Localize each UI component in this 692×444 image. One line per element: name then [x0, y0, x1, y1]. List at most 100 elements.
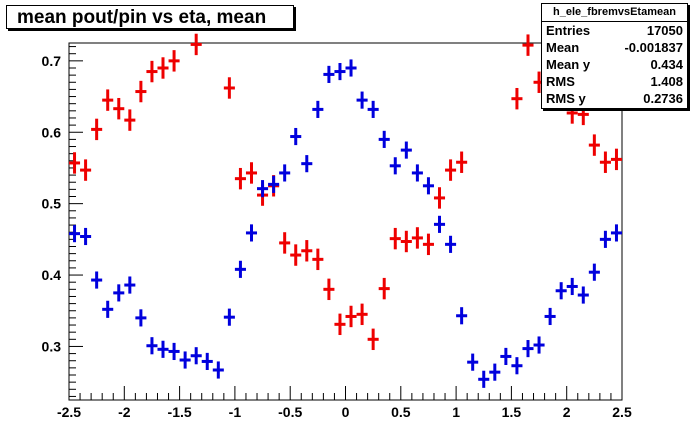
data-point	[389, 227, 401, 250]
data-point	[577, 286, 589, 304]
data-point	[533, 336, 545, 354]
x-tick-label: 0.5	[391, 404, 411, 420]
data-point	[290, 244, 302, 266]
data-point	[334, 62, 346, 81]
data-point	[599, 230, 611, 248]
data-point	[223, 77, 235, 99]
data-point	[301, 155, 313, 173]
data-point	[190, 347, 202, 365]
data-point	[312, 248, 324, 271]
x-tick-label: -1	[229, 404, 242, 420]
data-point	[588, 263, 600, 281]
data-point	[157, 57, 169, 79]
x-tick-label: 2	[563, 404, 571, 420]
data-point	[433, 215, 446, 233]
data-point	[168, 342, 180, 361]
data-point	[433, 187, 446, 209]
data-point	[91, 118, 103, 141]
data-point	[411, 164, 423, 182]
data-point	[588, 134, 600, 156]
stats-value: 0.434	[650, 57, 683, 72]
y-tick-label: 0.4	[42, 267, 62, 283]
x-tick-label: 1	[452, 404, 460, 420]
data-point	[290, 127, 302, 146]
chart-title: mean pout/pin vs eta, mean	[6, 5, 294, 29]
data-point	[201, 352, 213, 371]
data-point	[279, 232, 291, 254]
data-point	[411, 227, 423, 249]
data-point	[389, 157, 401, 175]
data-point	[323, 65, 335, 83]
data-point	[367, 100, 379, 118]
data-point	[400, 230, 412, 253]
x-tick-label: -2	[118, 404, 131, 420]
stats-row-rms: RMS 1.408	[542, 73, 687, 90]
stats-row-entries: Entries 17050	[542, 22, 687, 39]
stats-label: Entries	[546, 23, 591, 38]
x-tick-label: -1.5	[168, 404, 192, 420]
data-point	[367, 328, 379, 351]
data-point	[179, 351, 191, 369]
data-point	[599, 151, 611, 173]
data-point	[135, 309, 147, 327]
data-point	[422, 177, 434, 195]
stats-row-mean-y: Mean y 0.434	[542, 56, 687, 73]
data-point	[400, 141, 412, 159]
data-point	[301, 240, 313, 262]
data-point	[478, 370, 490, 388]
data-point	[190, 33, 202, 56]
stats-value: 0.2736	[643, 91, 683, 106]
plot-frame	[68, 42, 623, 401]
data-point	[223, 308, 235, 326]
data-point	[511, 357, 523, 375]
data-point	[555, 282, 567, 300]
data-point	[522, 34, 534, 56]
data-point	[610, 224, 622, 242]
data-point	[334, 313, 346, 336]
data-point	[356, 91, 368, 109]
data-point	[113, 97, 125, 120]
data-point	[102, 300, 114, 318]
data-point	[102, 89, 114, 111]
data-series	[69, 59, 622, 388]
stats-row-rms-y: RMS y 0.2736	[542, 90, 687, 107]
series-layer	[69, 33, 622, 388]
data-point	[234, 260, 246, 278]
data-point	[489, 363, 501, 381]
data-point	[257, 180, 269, 198]
data-point	[146, 337, 158, 355]
data-point	[124, 109, 136, 131]
data-point	[80, 227, 92, 246]
stats-value: 17050	[646, 23, 683, 38]
data-point	[323, 278, 335, 301]
data-point	[445, 235, 457, 253]
data-point	[445, 159, 457, 181]
stats-box: h_ele_fbremvsEtamean Entries 17050 Mean …	[541, 3, 688, 109]
x-tick-label: -0.5	[278, 404, 302, 420]
data-point	[69, 225, 81, 243]
y-tick-label: 0.7	[42, 53, 62, 69]
data-point	[467, 353, 479, 371]
data-point	[566, 277, 578, 296]
data-point	[456, 307, 468, 325]
y-tick-label: 0.5	[42, 196, 62, 212]
stats-label: Mean y	[546, 57, 591, 72]
stats-value: 1.408	[650, 74, 683, 89]
data-point	[345, 305, 357, 328]
data-point	[610, 148, 622, 171]
data-point	[312, 100, 324, 118]
data-point	[422, 233, 434, 256]
data-point	[378, 130, 390, 148]
stats-histogram-name: h_ele_fbremvsEtamean	[542, 4, 687, 22]
data-series	[69, 33, 622, 351]
data-point	[356, 303, 368, 326]
stats-label: RMS y	[546, 91, 586, 106]
data-point	[511, 87, 523, 110]
data-point	[245, 162, 258, 184]
data-point	[80, 159, 92, 181]
x-tick-label: 2.5	[612, 404, 632, 420]
data-point	[135, 80, 147, 103]
stats-value: -0.001837	[624, 40, 683, 55]
